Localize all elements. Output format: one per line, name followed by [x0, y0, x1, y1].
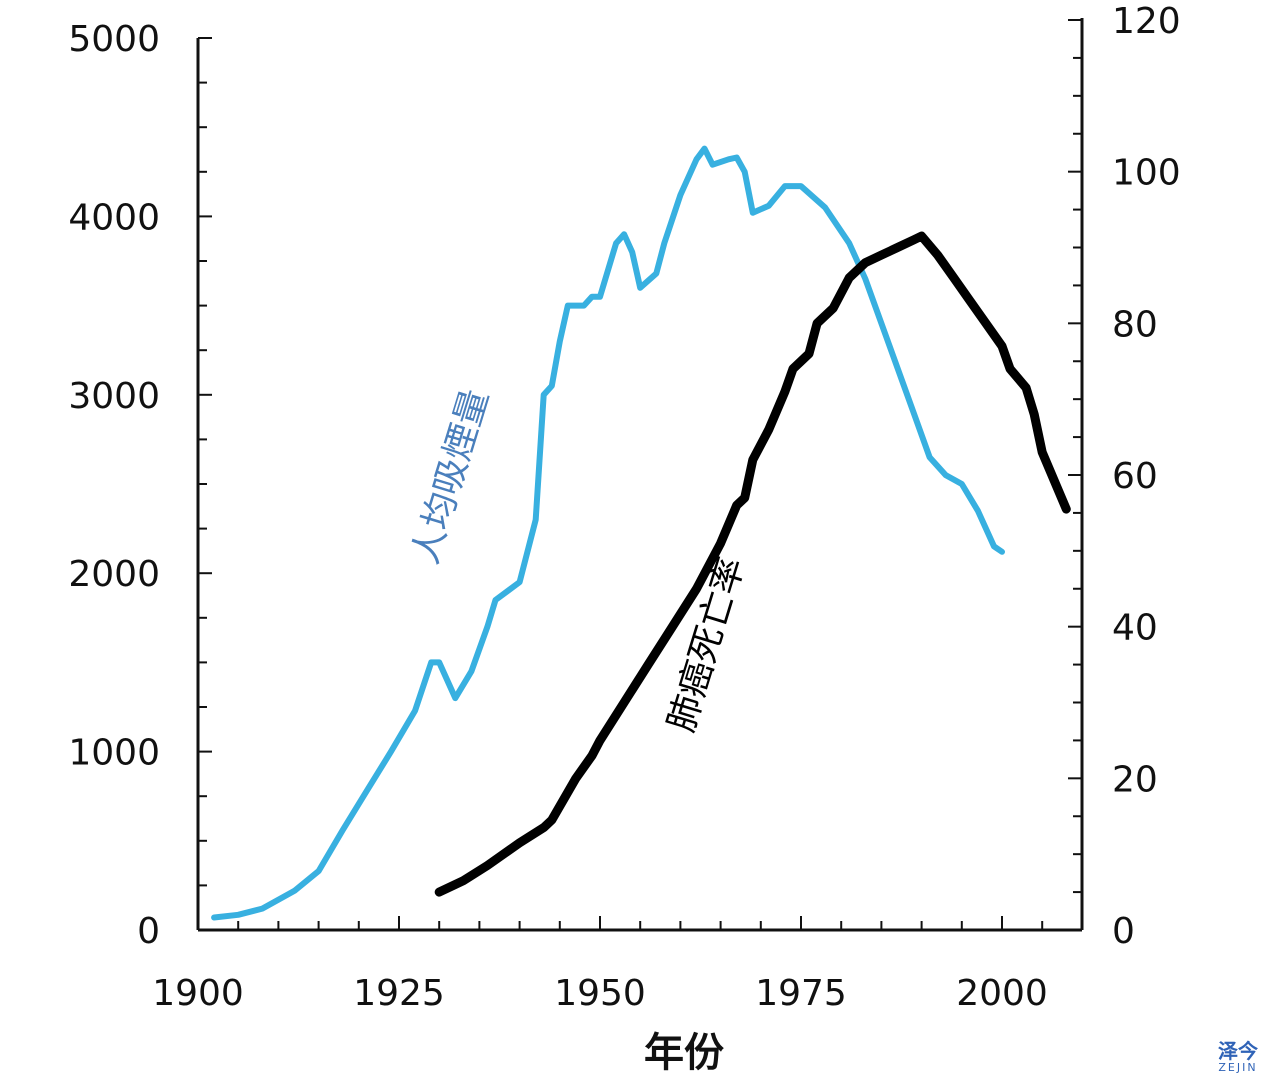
y-right-tick-label: 120: [1112, 1, 1181, 42]
x-tick-label: 1900: [152, 973, 244, 1014]
y-left-tick-label: 2000: [68, 554, 160, 595]
y-left-tick-label: 1000: [68, 733, 160, 774]
y-left-tick-label: 3000: [68, 376, 160, 417]
axis-ticks: [197, 19, 1082, 931]
y-right-tick-label: 0: [1112, 911, 1135, 952]
y-left-tick-label: 5000: [68, 19, 160, 60]
series-label-1: 人均吸煙量: [405, 385, 497, 569]
axis-tick-labels: 0 1000 2000 3000 4000 5000 0 20 40 60 80 100 120 1900…: [68, 1, 1180, 1014]
axes-group: 0 1000 2000 3000 4000 5000 0 20 40 60 80 100 120 1900…: [68, 1, 1180, 1014]
series-label-2: 肺癌死亡率: [661, 553, 753, 737]
watermark-cn: 泽今: [1218, 1039, 1258, 1063]
y-right-tick-label: 60: [1112, 456, 1158, 497]
watermark-logo: 泽今 ZEJIN: [1206, 1040, 1270, 1074]
x-tick-label: 1975: [755, 973, 847, 1014]
y-right-tick-label: 80: [1112, 304, 1158, 345]
x-tick-label: 2000: [956, 973, 1048, 1014]
watermark-en: ZEJIN: [1218, 1061, 1258, 1074]
y-left-tick-label: 0: [137, 911, 160, 952]
y-right-tick-label: 100: [1112, 153, 1181, 194]
series-line-1: [211, 145, 1005, 921]
y-right-tick-label: 40: [1112, 608, 1158, 649]
y-right-tick-label: 20: [1112, 759, 1158, 800]
y-left-tick-label: 4000: [68, 197, 160, 238]
x-tick-label: 1925: [353, 973, 445, 1014]
series-lines: [211, 145, 1071, 921]
x-axis-title: 年份: [644, 1030, 724, 1076]
x-tick-label: 1950: [554, 973, 646, 1014]
series-line-2: [434, 231, 1071, 897]
